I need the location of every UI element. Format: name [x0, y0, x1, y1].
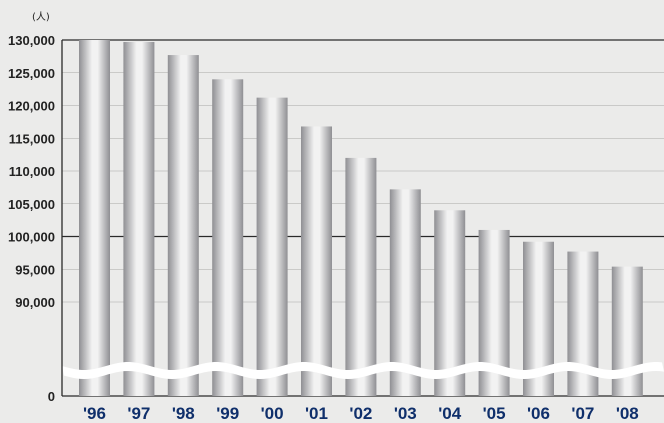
bars	[79, 40, 643, 397]
y-tick-label-5: 105,000	[8, 197, 55, 212]
bar-03	[389, 189, 421, 396]
axis-break-band	[62, 362, 664, 379]
y-tick-label-9: 0	[48, 389, 55, 404]
bar-98	[167, 55, 199, 396]
y-tick-label-3: 115,000	[9, 131, 55, 146]
y-tick-label-8: 90,000	[15, 295, 55, 310]
y-tick-label-1: 125,000	[8, 66, 55, 81]
x-tick-label-05: '05	[483, 404, 506, 423]
bar-97	[123, 41, 155, 397]
bar-02	[345, 157, 377, 396]
bar-00	[256, 97, 288, 396]
x-tick-label-06: '06	[527, 404, 550, 423]
x-tick-label-96: '96	[83, 404, 106, 423]
x-tick-label-00: '00	[261, 404, 284, 423]
y-unit-label: (人)	[32, 11, 50, 23]
x-tick-label-07: '07	[571, 404, 594, 423]
bar-99	[212, 79, 244, 397]
bar-01	[301, 126, 332, 397]
y-tick-label-2: 120,000	[8, 99, 55, 114]
y-tick-label-6: 100,000	[8, 230, 55, 245]
y-tick-label-4: 110,000	[9, 164, 55, 179]
x-tick-labels: '96 '97 '98 '99 '00 '01 '02 '03 '04 '05 '06 '07 '08	[83, 404, 639, 423]
y-tick-label-7: 95,000	[15, 262, 55, 277]
x-tick-label-03: '03	[394, 404, 417, 423]
axis-break-marks	[62, 362, 664, 379]
x-tick-label-97: '97	[127, 404, 150, 423]
x-tick-label-02: '02	[349, 404, 372, 423]
x-tick-label-04: '04	[438, 404, 461, 423]
x-tick-label-08: '08	[616, 404, 639, 423]
x-tick-label-98: '98	[172, 404, 195, 423]
x-tick-label-01: '01	[305, 404, 328, 423]
x-tick-label-99: '99	[216, 404, 239, 423]
bar-04	[434, 210, 466, 396]
y-tick-label-0: 130,000	[8, 33, 55, 48]
bar-96	[79, 40, 110, 396]
y-tick-labels: 130,000 125,000 120,000 115,000 110,000 105,0…	[8, 33, 55, 404]
